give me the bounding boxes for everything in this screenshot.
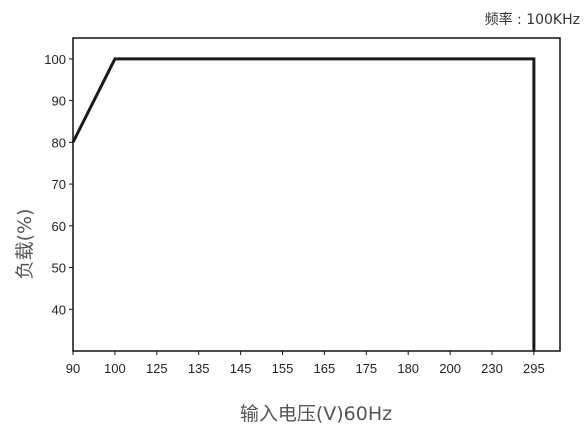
y-tick-label: 60: [52, 219, 66, 234]
y-tick-label: 80: [52, 135, 66, 150]
x-tick-label: 230: [481, 361, 503, 376]
y-axis-title: 负载(%): [14, 209, 36, 280]
x-tick-label: 295: [523, 361, 545, 376]
x-tick-label: 200: [439, 361, 461, 376]
y-tick-label: 70: [52, 177, 66, 192]
y-tick-label: 100: [44, 52, 66, 67]
x-axis-title: 输入电压(V)60Hz: [240, 403, 392, 425]
load-derating-line: [71, 57, 536, 351]
x-tick-label: 135: [188, 361, 210, 376]
x-tick-label: 155: [272, 361, 294, 376]
x-tick-label: 180: [397, 361, 419, 376]
x-tick-label: 145: [230, 361, 252, 376]
x-tick-label: 165: [314, 361, 336, 376]
series-group: [71, 57, 536, 351]
frequency-annotation: 频率 : 100KHz: [485, 11, 580, 28]
x-tick-label: 90: [66, 361, 80, 376]
y-tick-label: 90: [52, 94, 66, 109]
x-tick-label: 125: [146, 361, 168, 376]
y-tick-label: 40: [52, 302, 66, 317]
plot-area-frame: [72, 37, 561, 352]
x-axis-ticks: 90 100 125 135 145 155 165 175 180 200 230 295: [66, 351, 545, 376]
x-tick-label: 175: [355, 361, 377, 376]
y-tick-label: 50: [52, 261, 66, 276]
x-tick-label: 100: [104, 361, 126, 376]
y-axis-ticks: 40 50 60 70 80 90 100: [44, 52, 73, 317]
